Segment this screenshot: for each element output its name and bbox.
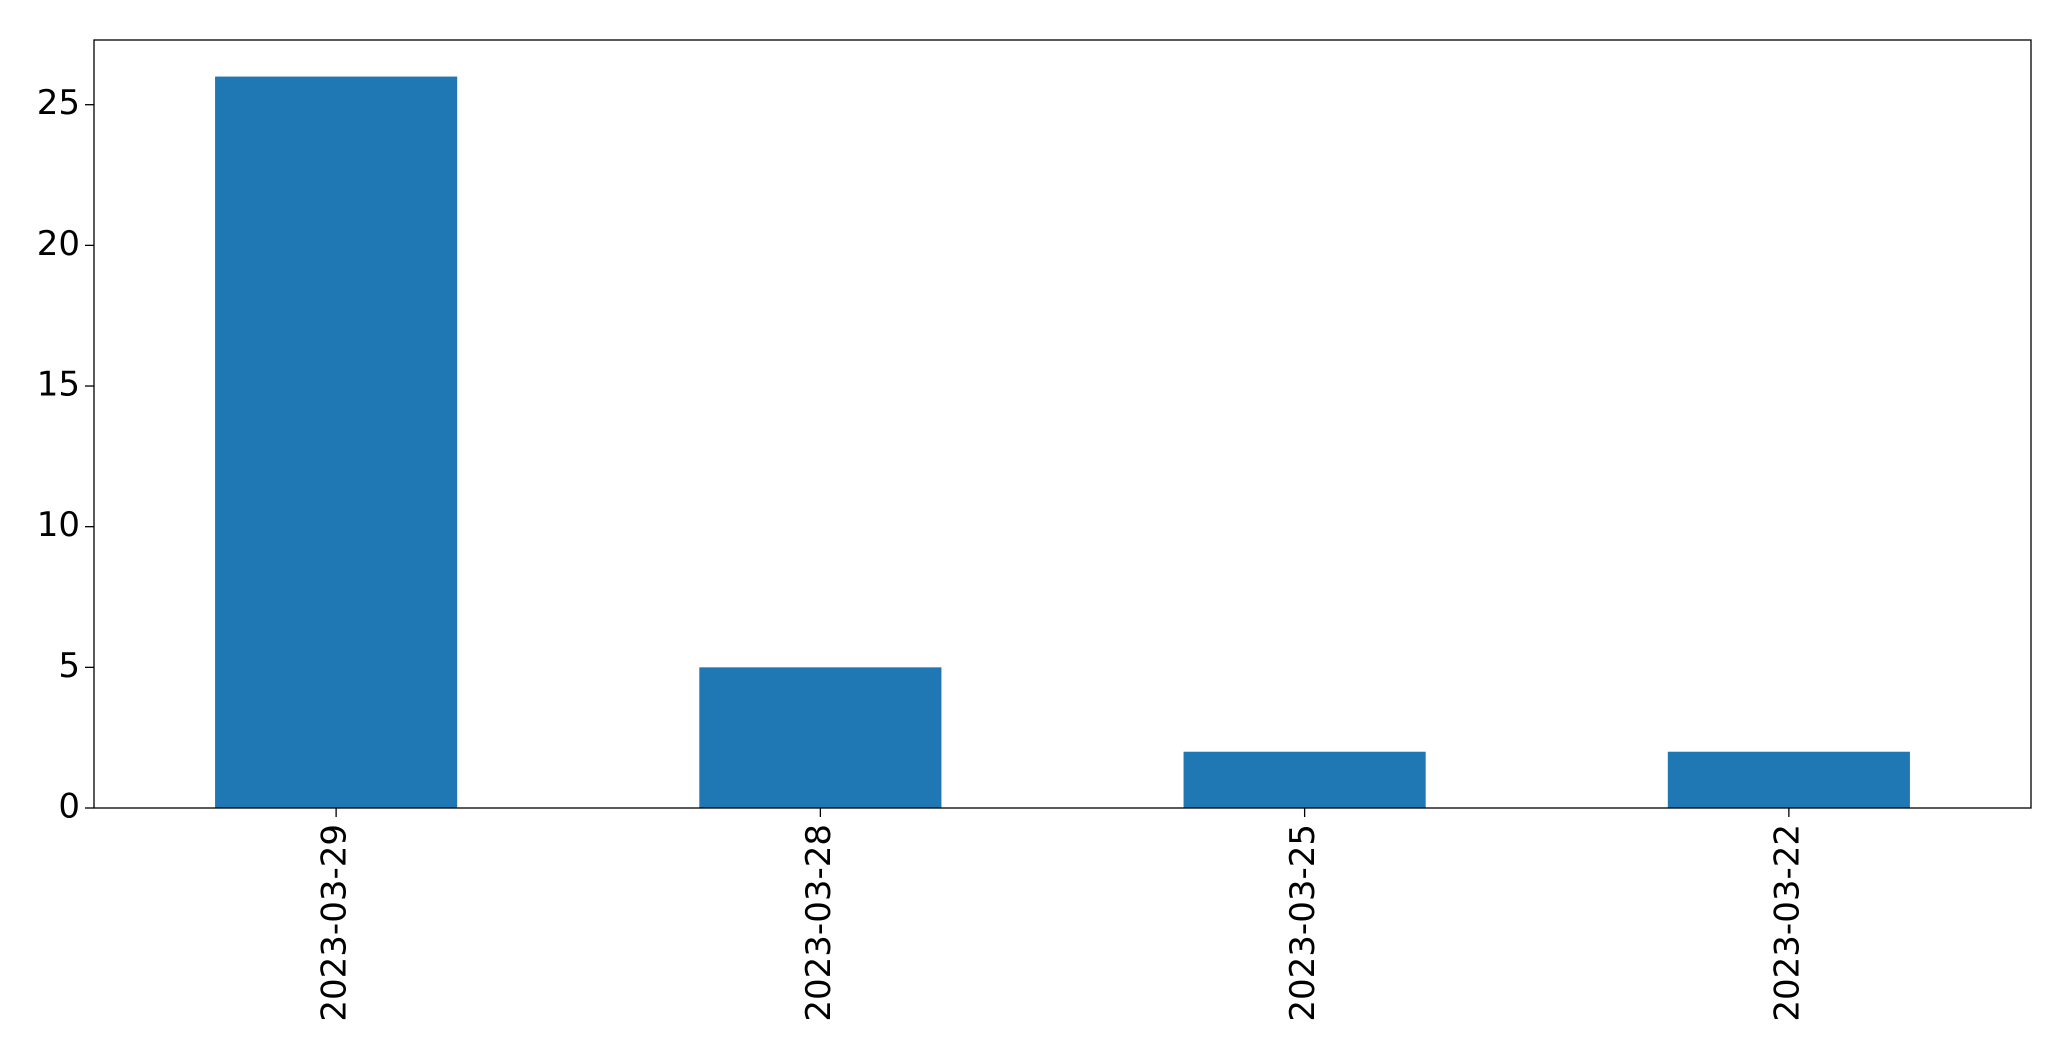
y-tick-label: 0	[58, 787, 80, 827]
y-tick-label: 25	[37, 83, 80, 123]
bar	[699, 667, 942, 808]
bar	[1183, 751, 1426, 808]
bar	[215, 76, 458, 809]
y-tick-label: 15	[37, 365, 80, 405]
x-tick-label: 2023-03-28	[799, 824, 839, 1022]
y-tick-label: 20	[37, 224, 80, 264]
x-tick-label: 2023-03-25	[1283, 824, 1323, 1022]
plot-frame	[93, 39, 2032, 809]
y-tick-label: 10	[37, 505, 80, 545]
y-tick-label: 5	[58, 646, 80, 686]
bar	[1667, 751, 1910, 808]
x-tick-label: 2023-03-29	[315, 824, 355, 1022]
x-tick-label: 2023-03-22	[1767, 824, 1807, 1022]
